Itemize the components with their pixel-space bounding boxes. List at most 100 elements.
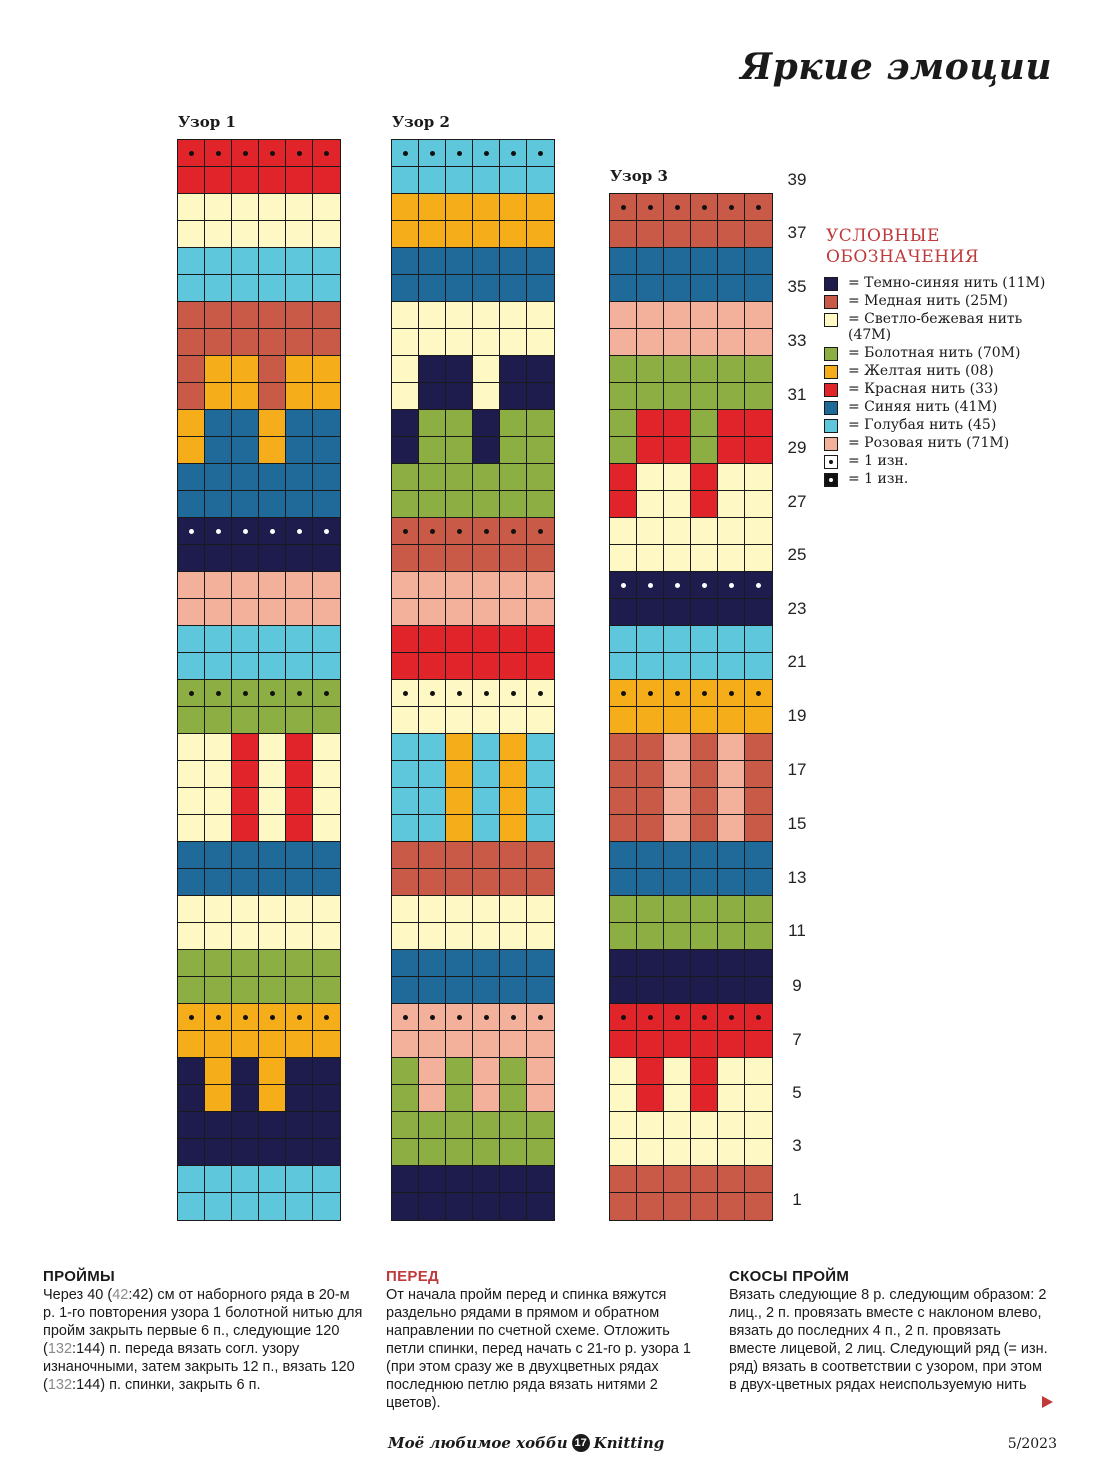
chart-cell: [637, 1085, 664, 1112]
chart-cell: [500, 1193, 527, 1220]
purl-dot-icon: [483, 150, 489, 156]
chart-cell: [745, 329, 772, 356]
chart-cell: [500, 761, 527, 788]
row-number: 39: [787, 170, 807, 189]
chart-cell: [718, 788, 745, 815]
chart-cell: [473, 815, 500, 842]
chart-cell: [419, 923, 446, 950]
chart-cell: [664, 572, 691, 599]
legend-item: = Синяя нить (41M): [824, 399, 1064, 415]
chart-cell: [178, 221, 205, 248]
chart-cell: [637, 896, 664, 923]
chart-cell: [178, 383, 205, 410]
chart-cell: [286, 545, 313, 572]
chart-cell: [473, 248, 500, 275]
chart-cell: [500, 572, 527, 599]
chart-cell: [718, 842, 745, 869]
chart-cell: [259, 707, 286, 734]
chart-cell: [232, 761, 259, 788]
chart-cell: [232, 977, 259, 1004]
chart-cell: [419, 572, 446, 599]
purl-dot-icon: [728, 1014, 734, 1020]
next-page-arrow-icon[interactable]: [1042, 1396, 1053, 1408]
chart-cell: [473, 1085, 500, 1112]
chart-cell: [419, 1193, 446, 1220]
chart-cell: [664, 761, 691, 788]
chart-cell: [745, 383, 772, 410]
chart-cell: [259, 1112, 286, 1139]
purl-dot-icon: [242, 1014, 248, 1020]
chart-cell: [259, 437, 286, 464]
chart-cell: [446, 1085, 473, 1112]
chart-cell: [232, 545, 259, 572]
chart-cell: [718, 1112, 745, 1139]
chart-cell: [610, 1031, 637, 1058]
chart-cell: [392, 599, 419, 626]
chart-cell: [527, 1031, 554, 1058]
chart-cell: [313, 842, 340, 869]
chart-cell: [232, 167, 259, 194]
chart-cell: [664, 383, 691, 410]
chart-cell: [718, 1193, 745, 1220]
chart-cell: [205, 1112, 232, 1139]
chart-cell: [718, 275, 745, 302]
chart-cell: [232, 1031, 259, 1058]
chart-cell: [637, 437, 664, 464]
chart-cell: [527, 464, 554, 491]
black-dot-icon: [824, 473, 838, 487]
purl-dot-icon: [620, 582, 626, 588]
chart-cell: [637, 383, 664, 410]
chart-cell: [610, 410, 637, 437]
chart-cell: [637, 950, 664, 977]
chart-cell: [527, 869, 554, 896]
chart-cell: [500, 599, 527, 626]
chart-cell: [745, 248, 772, 275]
chart-cell: [205, 518, 232, 545]
chart-cell: [392, 626, 419, 653]
chart-cell: [178, 437, 205, 464]
chart-cell: [232, 491, 259, 518]
chart-cell: [610, 572, 637, 599]
chart-cell: [205, 1058, 232, 1085]
chart-cell: [446, 329, 473, 356]
section-body: Через 40 (42:42) см от наборного ряда в …: [43, 1286, 363, 1394]
chart-cell: [718, 437, 745, 464]
chart-cell: [392, 1193, 419, 1220]
pattern-chart-1: [177, 139, 341, 1221]
chart-cell: [610, 599, 637, 626]
chart-cell: [392, 788, 419, 815]
chart-cell: [232, 680, 259, 707]
chart-cell: [691, 842, 718, 869]
chart-cell: [527, 815, 554, 842]
chart-cell: [232, 194, 259, 221]
purl-dot-icon: [483, 528, 489, 534]
chart-cell: [392, 1166, 419, 1193]
chart-cell: [313, 302, 340, 329]
chart-cell: [205, 356, 232, 383]
chart-cell: [745, 734, 772, 761]
row-number: 37: [787, 223, 807, 242]
purl-dot-icon: [620, 204, 626, 210]
chart-cell: [313, 248, 340, 275]
legend-swatch: [824, 401, 838, 415]
chart-cell: [664, 599, 691, 626]
chart-cell: [691, 356, 718, 383]
footer-brand: Knitting: [593, 1434, 665, 1452]
legend-title: Условные обозначения: [826, 226, 980, 267]
pattern-chart-2: [391, 139, 555, 1221]
chart-cell: [610, 518, 637, 545]
chart-cell: [205, 329, 232, 356]
section-body: От начала пройм перед и спинка вяжутся р…: [386, 1286, 706, 1412]
chart-cell: [691, 545, 718, 572]
legend-label: = Светло-бежевая нить (47M): [848, 311, 1023, 343]
legend-swatch: [824, 383, 838, 397]
chart-cell: [664, 707, 691, 734]
chart-cell: [718, 518, 745, 545]
chart-cell: [637, 1112, 664, 1139]
chart-cell: [205, 302, 232, 329]
chart-cell: [500, 653, 527, 680]
body-text: :42) см от наборного ряда в 20-м р. 1-го…: [43, 1287, 363, 1357]
chart-cell: [446, 1112, 473, 1139]
chart-cell: [446, 707, 473, 734]
chart-cell: [178, 1112, 205, 1139]
